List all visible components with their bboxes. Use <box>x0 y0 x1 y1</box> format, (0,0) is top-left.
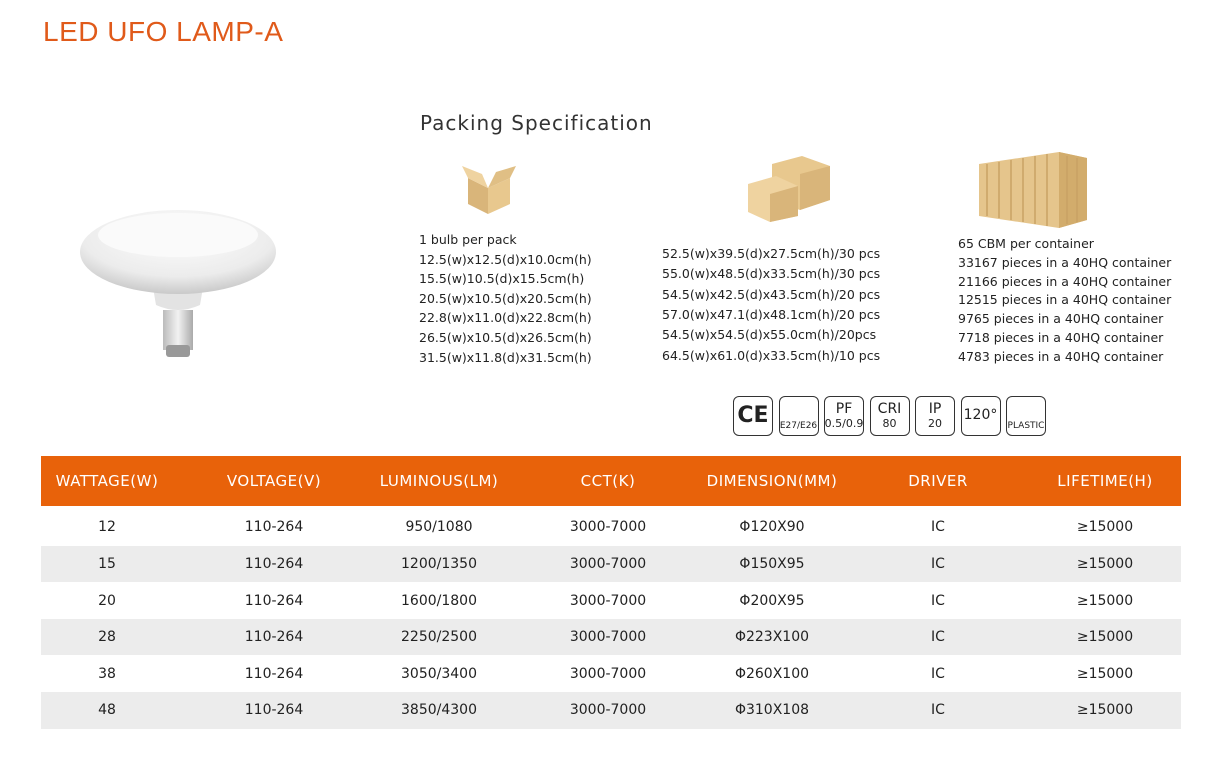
icon: PLASTIC <box>1006 396 1046 436</box>
icon-value: 20 <box>928 416 942 430</box>
table-cell: ≥15000 <box>1076 629 1134 646</box>
packing-line: 12.5(w)x12.5(d)x10.0cm(h) <box>419 251 592 267</box>
packing-line: 31.5(w)x11.8(d)x31.5cm(h) <box>419 349 592 365</box>
table-cell: 110-264 <box>244 629 304 646</box>
icon: CE <box>733 396 773 436</box>
table-cell: ≥15000 <box>1076 702 1134 719</box>
header-cell: DIMENSION(MM) <box>706 472 838 490</box>
table-cell: Φ120X90 <box>739 519 805 536</box>
packing-line: 22.8(w)x11.0(d)x22.8cm(h) <box>419 310 592 326</box>
table-cell: Φ200X95 <box>739 592 805 609</box>
table-cell: 110-264 <box>244 592 304 609</box>
packing-line: 26.5(w)x10.5(d)x26.5cm(h) <box>419 330 592 345</box>
table-cell: 3000-7000 <box>569 519 647 536</box>
table-cell: Φ310X108 <box>734 702 810 719</box>
table-cell: IC <box>931 702 945 719</box>
icon: IP 20 <box>915 396 955 436</box>
table-cell: Φ260X100 <box>734 665 810 682</box>
icon-value: 80 <box>882 416 897 430</box>
table-cell: Φ150X95 <box>739 555 805 572</box>
title: LED UFO LAMP-A <box>43 16 284 47</box>
header-cell: LUMINOUS(LM) <box>379 472 499 490</box>
boxes-icon <box>748 156 830 222</box>
lamp-image <box>80 210 276 357</box>
packing-line: 20.5(w)x10.5(d)x20.5cm(h) <box>419 290 592 306</box>
box-icon <box>462 166 516 214</box>
packing-line: 9765 pieces in a 40HQ container <box>958 311 1164 327</box>
table-cell: IC <box>931 629 945 646</box>
table-cell: 12 <box>98 519 116 536</box>
packing-line: 55.0(w)x48.5(d)x33.5cm(h)/30 pcs <box>662 266 881 282</box>
table-cell: Φ223X100 <box>734 629 810 646</box>
container-icon <box>979 152 1087 228</box>
packing-line: 21166 pieces in a 40HQ container <box>958 273 1172 289</box>
packing-line: 54.5(w)x42.5(d)x43.5cm(h)/20 pcs <box>662 286 881 302</box>
icon-label: PF <box>835 401 853 418</box>
icon: 120° <box>960 396 1001 436</box>
icon-label: IP <box>928 401 942 418</box>
table-cell: ≥15000 <box>1076 519 1134 536</box>
row-stripe <box>41 692 1181 729</box>
table-cell: ≥15000 <box>1076 665 1134 682</box>
packing-line: 65 CBM per container <box>958 236 1094 251</box>
icon-value: 0.5/0.9 <box>824 416 864 430</box>
table-cell: IC <box>931 519 945 536</box>
icon: PF 0.5/0.9 <box>824 396 864 436</box>
packing-line: 33167 pieces in a 40HQ container <box>958 254 1172 270</box>
table-cell: 1600/1800 <box>401 592 477 609</box>
row-stripe <box>41 545 1181 583</box>
header-cell: WATTAGE(W) <box>55 472 159 490</box>
table-cell: 28 <box>98 629 116 646</box>
icon-label: CE <box>737 402 769 428</box>
packing-line: 52.5(w)x39.5(d)x27.5cm(h)/30 pcs <box>662 246 881 261</box>
table-cell: 3000-7000 <box>569 702 647 719</box>
header-cell: CCT(K) <box>580 472 636 490</box>
table-cell: 15 <box>98 555 116 572</box>
table-cell: 20 <box>98 592 116 609</box>
packing-heading: Packing Specification <box>420 111 653 135</box>
table-header-bar <box>41 456 1181 506</box>
table-cell: ≥15000 <box>1076 555 1134 572</box>
table-cell: 950/1080 <box>405 519 473 536</box>
table-cell: 48 <box>98 702 116 719</box>
table-cell: 1200/1350 <box>401 555 477 572</box>
packing-line: 64.5(w)x61.0(d)x33.5cm(h)/10 pcs <box>662 347 881 363</box>
packing-line: 4783 pieces in a 40HQ container <box>958 348 1164 364</box>
icon-label: 120° <box>963 407 998 424</box>
table-cell: 3050/3400 <box>401 665 477 682</box>
icon-label: E27/E26 <box>779 421 818 432</box>
icon: CRI 80 <box>869 396 910 436</box>
icon-label: CRI <box>877 401 902 418</box>
row-stripe <box>41 618 1181 656</box>
table-cell: 38 <box>98 665 116 682</box>
packing-line: 1 bulb per pack <box>419 232 517 247</box>
table-cell: 2250/2500 <box>401 629 477 646</box>
header-cell: VOLTAGE(V) <box>226 472 322 490</box>
packing-line: 7718 pieces in a 40HQ container <box>958 330 1164 345</box>
packing-line: 57.0(w)x47.1(d)x48.1cm(h)/20 pcs <box>662 306 881 322</box>
table-cell: 3000-7000 <box>569 592 647 609</box>
header-cell: LIFETIME(H) <box>1057 472 1153 490</box>
table-cell: IC <box>931 665 945 682</box>
header-cell: DRIVER <box>908 472 968 490</box>
packing-line: 12515 pieces in a 40HQ container <box>958 292 1172 308</box>
table-cell: IC <box>931 555 945 572</box>
table-cell: 3850/4300 <box>401 702 477 719</box>
table-cell: 110-264 <box>244 665 304 682</box>
table-cell: 3000-7000 <box>569 629 647 646</box>
table-cell: IC <box>931 592 945 609</box>
packing-line: 15.5(w)10.5(d)x15.5cm(h) <box>419 271 585 287</box>
table-cell: ≥15000 <box>1076 592 1134 609</box>
table-cell: 110-264 <box>244 519 304 536</box>
packing-line: 54.5(w)x54.5(d)x55.0cm(h)/20pcs <box>662 327 877 343</box>
icon: E27/E26 <box>778 396 819 436</box>
table-cell: 110-264 <box>244 555 304 572</box>
table-cell: 3000-7000 <box>569 555 647 572</box>
table-cell: 3000-7000 <box>569 665 647 682</box>
icon-label: PLASTIC <box>1007 421 1045 432</box>
table-cell: 110-264 <box>244 702 304 719</box>
